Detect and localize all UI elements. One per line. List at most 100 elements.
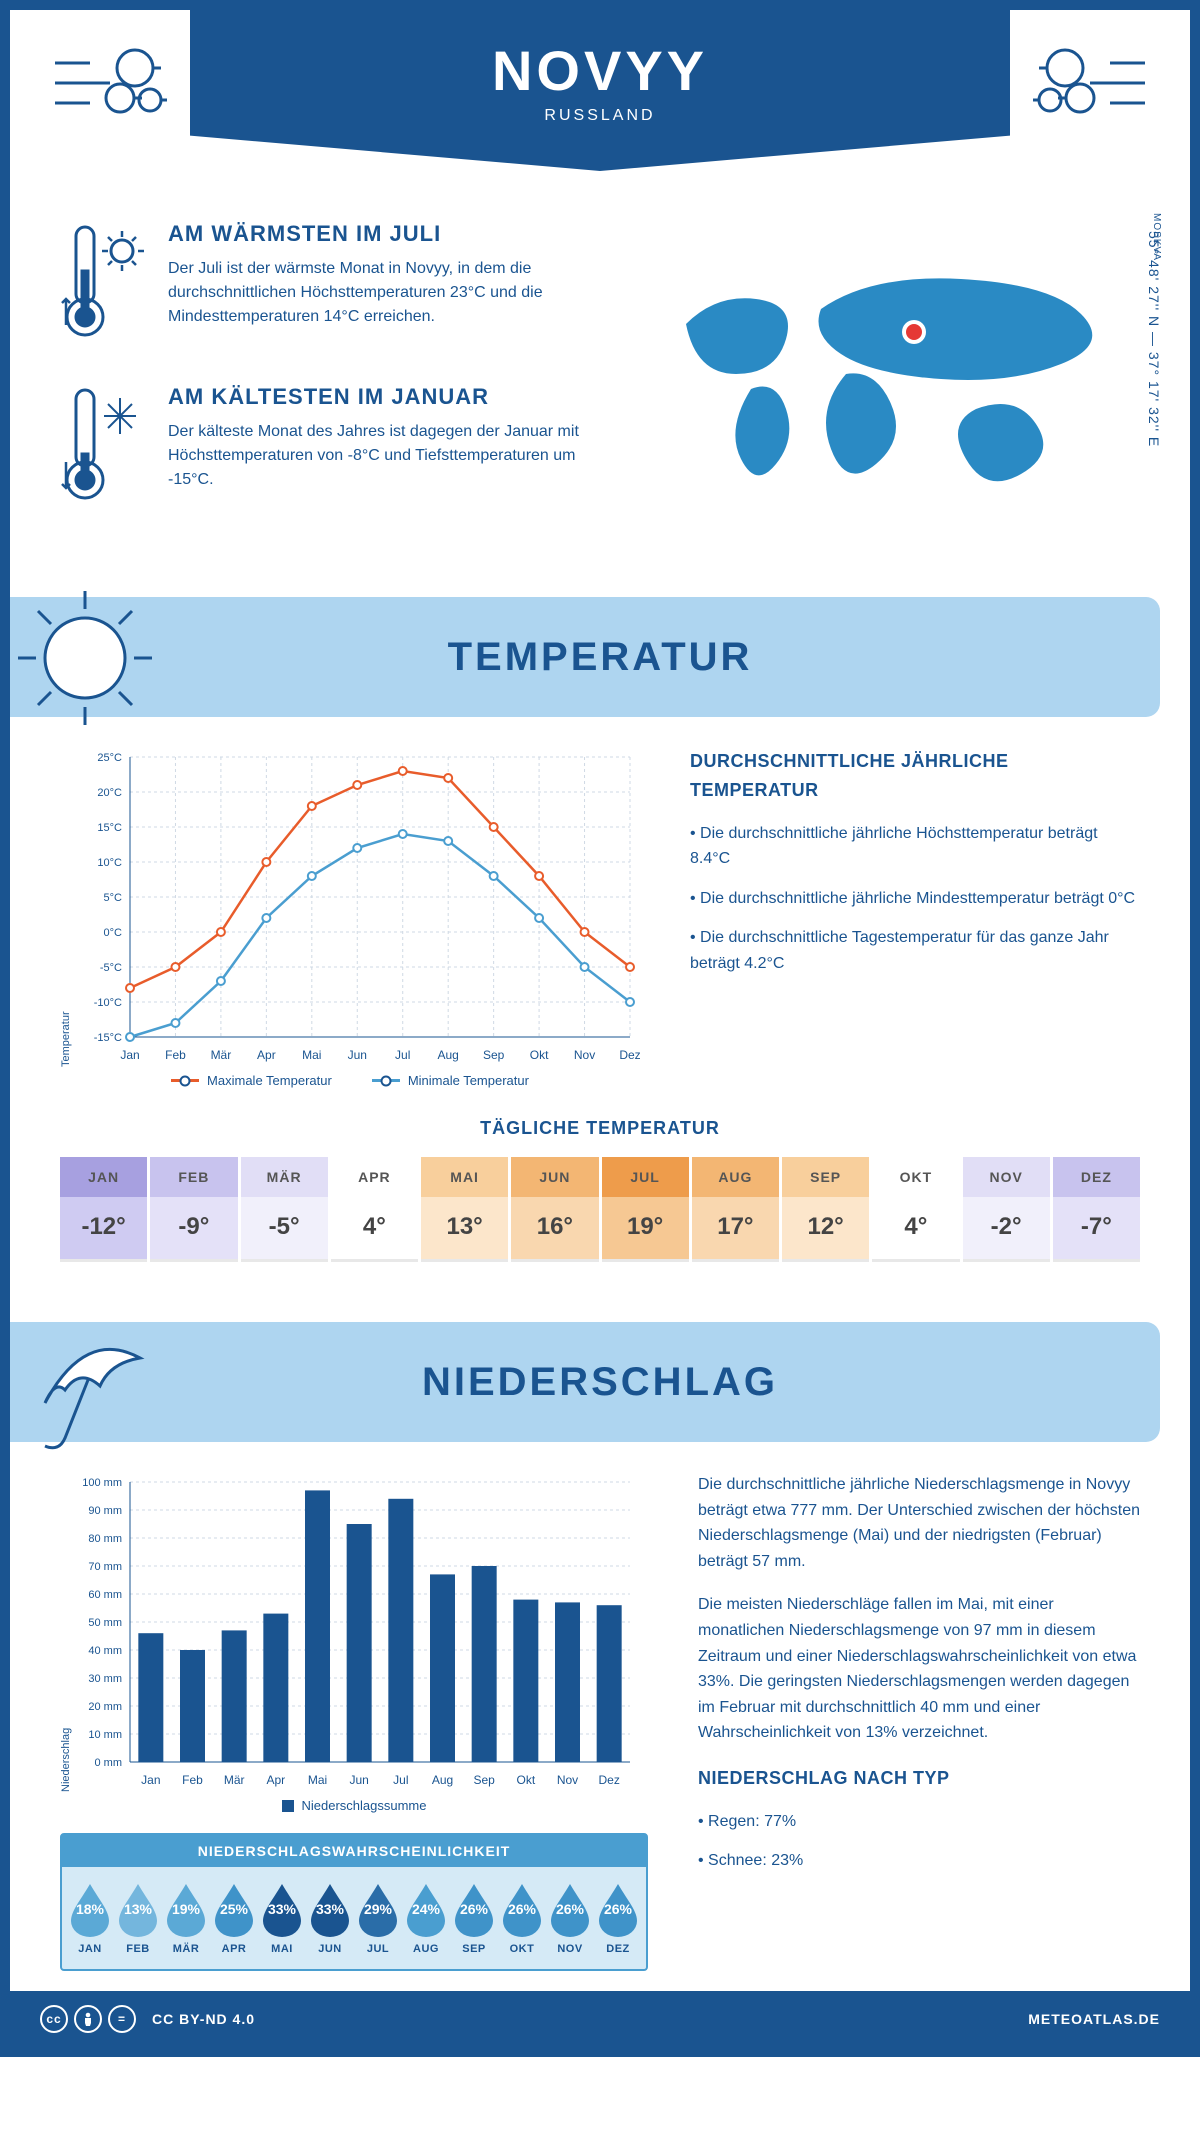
umbrella-icon (10, 1308, 160, 1463)
daily-temp-cell: JAN-12° (60, 1157, 147, 1262)
svg-text:100 mm: 100 mm (82, 1477, 122, 1489)
svg-text:Dez: Dez (619, 1048, 640, 1062)
temperature-line-chart: -15°C-10°C-5°C0°C5°C10°C15°C20°C25°CJanF… (80, 747, 640, 1067)
coldest-title: AM KÄLTESTEN IM JANUAR (168, 384, 593, 410)
daily-temp-cell: NOV-2° (963, 1157, 1050, 1262)
svg-text:Sep: Sep (483, 1048, 505, 1062)
daily-temp-cell: SEP12° (782, 1157, 869, 1262)
world-map: MOSKVA 55° 48' 27'' N — 37° 17' 32'' E (633, 221, 1140, 547)
daily-temp-cell: AUG17° (692, 1157, 779, 1262)
svg-text:Apr: Apr (266, 1773, 285, 1787)
country-name: RUSSLAND (190, 107, 1010, 125)
temperature-chart: Temperatur -15°C-10°C-5°C0°C5°C10°C15°C2… (60, 747, 640, 1088)
precip-prob-cell: 18%JAN (68, 1881, 112, 1955)
svg-text:Mai: Mai (308, 1773, 327, 1787)
header: NOVYY RUSSLAND (10, 10, 1190, 171)
precip-legend: Niederschlagssumme (60, 1798, 648, 1813)
precipitation-row: Niederschlag 0 mm10 mm20 mm30 mm40 mm50 … (10, 1472, 1190, 1991)
precip-prob-cell: 25%APR (212, 1881, 256, 1955)
svg-text:90 mm: 90 mm (88, 1505, 122, 1517)
precip-info-p1: Die durchschnittliche jährliche Niedersc… (698, 1472, 1140, 1574)
svg-text:70 mm: 70 mm (88, 1561, 122, 1573)
svg-text:Jan: Jan (120, 1048, 139, 1062)
svg-text:10 mm: 10 mm (88, 1729, 122, 1741)
svg-text:50 mm: 50 mm (88, 1617, 122, 1629)
svg-text:Mär: Mär (211, 1048, 232, 1062)
precip-type-item: • Regen: 77% (698, 1809, 1140, 1835)
top-section: AM WÄRMSTEN IM JULI Der Juli ist der wär… (10, 171, 1190, 577)
svg-text:Feb: Feb (182, 1773, 203, 1787)
svg-text:Nov: Nov (574, 1048, 595, 1062)
svg-text:40 mm: 40 mm (88, 1645, 122, 1657)
sun-icon (10, 583, 160, 738)
daily-temp-cell: DEZ-7° (1053, 1157, 1140, 1262)
daily-temp-cell: APR4° (331, 1157, 418, 1262)
precip-info-p2: Die meisten Niederschläge fallen im Mai,… (698, 1592, 1140, 1746)
svg-text:80 mm: 80 mm (88, 1533, 122, 1545)
daily-temp-cell: JUN16° (511, 1157, 598, 1262)
precip-prob-cell: 29%JUL (356, 1881, 400, 1955)
svg-text:Jul: Jul (395, 1048, 410, 1062)
svg-text:10°C: 10°C (97, 857, 122, 869)
wind-icon (1020, 28, 1150, 143)
svg-text:0 mm: 0 mm (95, 1757, 123, 1769)
temp-legend: Maximale Temperatur Minimale Temperatur (60, 1073, 640, 1088)
precip-type-heading: NIEDERSCHLAG NACH TYP (698, 1764, 1140, 1793)
by-icon (74, 2005, 102, 2033)
svg-text:Okt: Okt (530, 1048, 549, 1062)
temperature-info: DURCHSCHNITTLICHE JÄHRLICHE TEMPERATUR •… (690, 747, 1140, 1088)
svg-text:Dez: Dez (598, 1773, 619, 1787)
wind-icon (50, 28, 180, 143)
svg-text:25°C: 25°C (97, 752, 122, 764)
svg-text:-10°C: -10°C (94, 997, 122, 1009)
daily-temperature: TÄGLICHE TEMPERATUR JAN-12°FEB-9°MÄR-5°A… (10, 1108, 1190, 1302)
precip-prob-cell: 13%FEB (116, 1881, 160, 1955)
precip-prob-cell: 26%DEZ (596, 1881, 640, 1955)
svg-text:60 mm: 60 mm (88, 1589, 122, 1601)
svg-text:-5°C: -5°C (100, 962, 122, 974)
daily-temp-cell: JUL19° (602, 1157, 689, 1262)
facts-column: AM WÄRMSTEN IM JULI Der Juli ist der wär… (60, 221, 593, 547)
temp-info-heading: DURCHSCHNITTLICHE JÄHRLICHE TEMPERATUR (690, 747, 1140, 805)
precipitation-banner: NIEDERSCHLAG (10, 1322, 1190, 1442)
coldest-text: Der kälteste Monat des Jahres ist dagege… (168, 420, 593, 492)
brand-label: METEOATLAS.DE (1028, 2011, 1160, 2027)
precip-prob-cell: 33%MAI (260, 1881, 304, 1955)
daily-temp-title: TÄGLICHE TEMPERATUR (60, 1118, 1140, 1139)
svg-text:20°C: 20°C (97, 787, 122, 799)
temp-info-item: • Die durchschnittliche Tagestemperatur … (690, 925, 1140, 976)
temp-info-item: • Die durchschnittliche jährliche Höchst… (690, 821, 1140, 872)
precipitation-bar-chart: 0 mm10 mm20 mm30 mm40 mm50 mm60 mm70 mm8… (80, 1472, 640, 1792)
license-icons: cc = CC BY-ND 4.0 (40, 2005, 255, 2033)
daily-temp-cell: MAI13° (421, 1157, 508, 1262)
thermometer-hot-icon (60, 221, 146, 346)
svg-text:Aug: Aug (432, 1773, 453, 1787)
precip-prob-cell: 19%MÄR (164, 1881, 208, 1955)
svg-text:5°C: 5°C (104, 892, 123, 904)
daily-temp-cell: FEB-9° (150, 1157, 237, 1262)
svg-text:Mai: Mai (302, 1048, 321, 1062)
svg-text:Jan: Jan (141, 1773, 160, 1787)
precipitation-title: NIEDERSCHLAG (422, 1360, 778, 1405)
daily-temp-cell: MÄR-5° (241, 1157, 328, 1262)
daily-temp-cell: OKT4° (872, 1157, 959, 1262)
svg-text:Apr: Apr (257, 1048, 276, 1062)
precipitation-chart: Niederschlag 0 mm10 mm20 mm30 mm40 mm50 … (60, 1472, 648, 1971)
svg-text:Feb: Feb (165, 1048, 186, 1062)
warmest-title: AM WÄRMSTEN IM JULI (168, 221, 593, 247)
svg-text:Sep: Sep (473, 1773, 495, 1787)
temperature-title: TEMPERATUR (448, 635, 753, 680)
precip-prob-cell: 33%JUN (308, 1881, 352, 1955)
precip-type-item: • Schnee: 23% (698, 1848, 1140, 1874)
svg-text:15°C: 15°C (97, 822, 122, 834)
svg-text:Jul: Jul (393, 1773, 408, 1787)
precip-y-label: Niederschlag (60, 1472, 72, 1792)
warmest-fact: AM WÄRMSTEN IM JULI Der Juli ist der wär… (60, 221, 593, 346)
city-name: NOVYY (190, 38, 1010, 103)
temperature-row: Temperatur -15°C-10°C-5°C0°C5°C10°C15°C2… (10, 747, 1190, 1108)
precipitation-probability: NIEDERSCHLAGSWAHRSCHEINLICHKEIT 18%JAN13… (60, 1833, 648, 1971)
precipitation-info: Die durchschnittliche jährliche Niedersc… (698, 1472, 1140, 1971)
precip-prob-title: NIEDERSCHLAGSWAHRSCHEINLICHKEIT (62, 1835, 646, 1867)
svg-text:Aug: Aug (438, 1048, 459, 1062)
precip-prob-cell: 26%SEP (452, 1881, 496, 1955)
